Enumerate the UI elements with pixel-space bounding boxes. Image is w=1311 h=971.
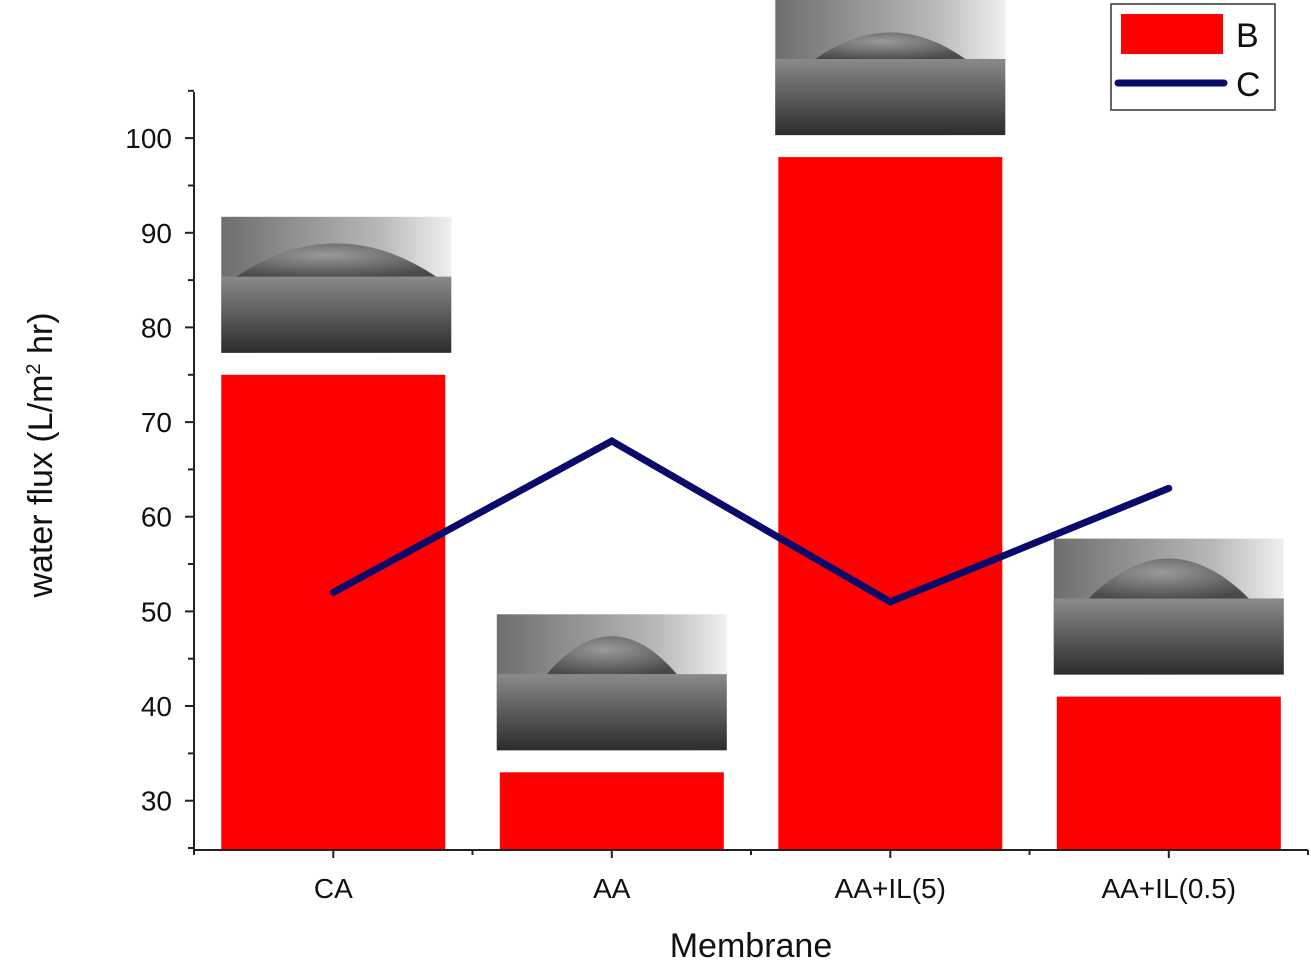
- line-layer: [329, 436, 1173, 606]
- y-tick-label: 100: [125, 123, 172, 154]
- bars-layer: [221, 157, 1281, 851]
- legend-swatch-b: [1121, 14, 1223, 54]
- y-tick-label: 40: [141, 691, 172, 722]
- y-axis-title: water flux (L/m2 hr): [22, 312, 60, 598]
- y-ticks: 30 40 50 60 70 80 90 100: [125, 89, 194, 849]
- y-tick-label: 90: [141, 218, 172, 249]
- x-ticks: CA AA AA+IL(5) AA+IL(0.5): [193, 850, 1309, 904]
- x-tick-label: AA: [593, 873, 631, 904]
- y-axis-title-rest: hr): [22, 312, 60, 363]
- y-tick-label: 70: [141, 407, 172, 438]
- contact-angle-inset: [496, 614, 727, 751]
- contact-angle-insets: [221, 0, 1284, 751]
- legend-label-c: C: [1236, 66, 1261, 104]
- contact-angle-inset: [221, 216, 452, 353]
- y-axis-title-superscript: 2: [23, 363, 45, 374]
- contact-angle-inset: [775, 0, 1006, 136]
- bar-ca: [221, 374, 446, 851]
- y-tick-label: 60: [141, 502, 172, 533]
- series-c-line: [329, 436, 1173, 606]
- y-tick-label: 30: [141, 786, 172, 817]
- legend-label-b: B: [1236, 17, 1259, 55]
- y-tick-label: 50: [141, 596, 172, 627]
- bar-aa-il-5: [778, 157, 1003, 851]
- x-axis-title: Membrane: [670, 927, 833, 965]
- x-tick-label: AA+IL(0.5): [1101, 873, 1236, 904]
- x-tick-label: AA+IL(5): [835, 873, 946, 904]
- y-axis-title-main: water flux (L/m: [22, 375, 60, 599]
- bar-aa-il-0-5: [1056, 696, 1281, 850]
- bar-aa: [499, 772, 724, 850]
- y-tick-label: 80: [141, 312, 172, 343]
- x-tick-label: CA: [314, 873, 353, 904]
- contact-angle-inset: [1053, 538, 1284, 675]
- legend: B C: [1110, 3, 1276, 111]
